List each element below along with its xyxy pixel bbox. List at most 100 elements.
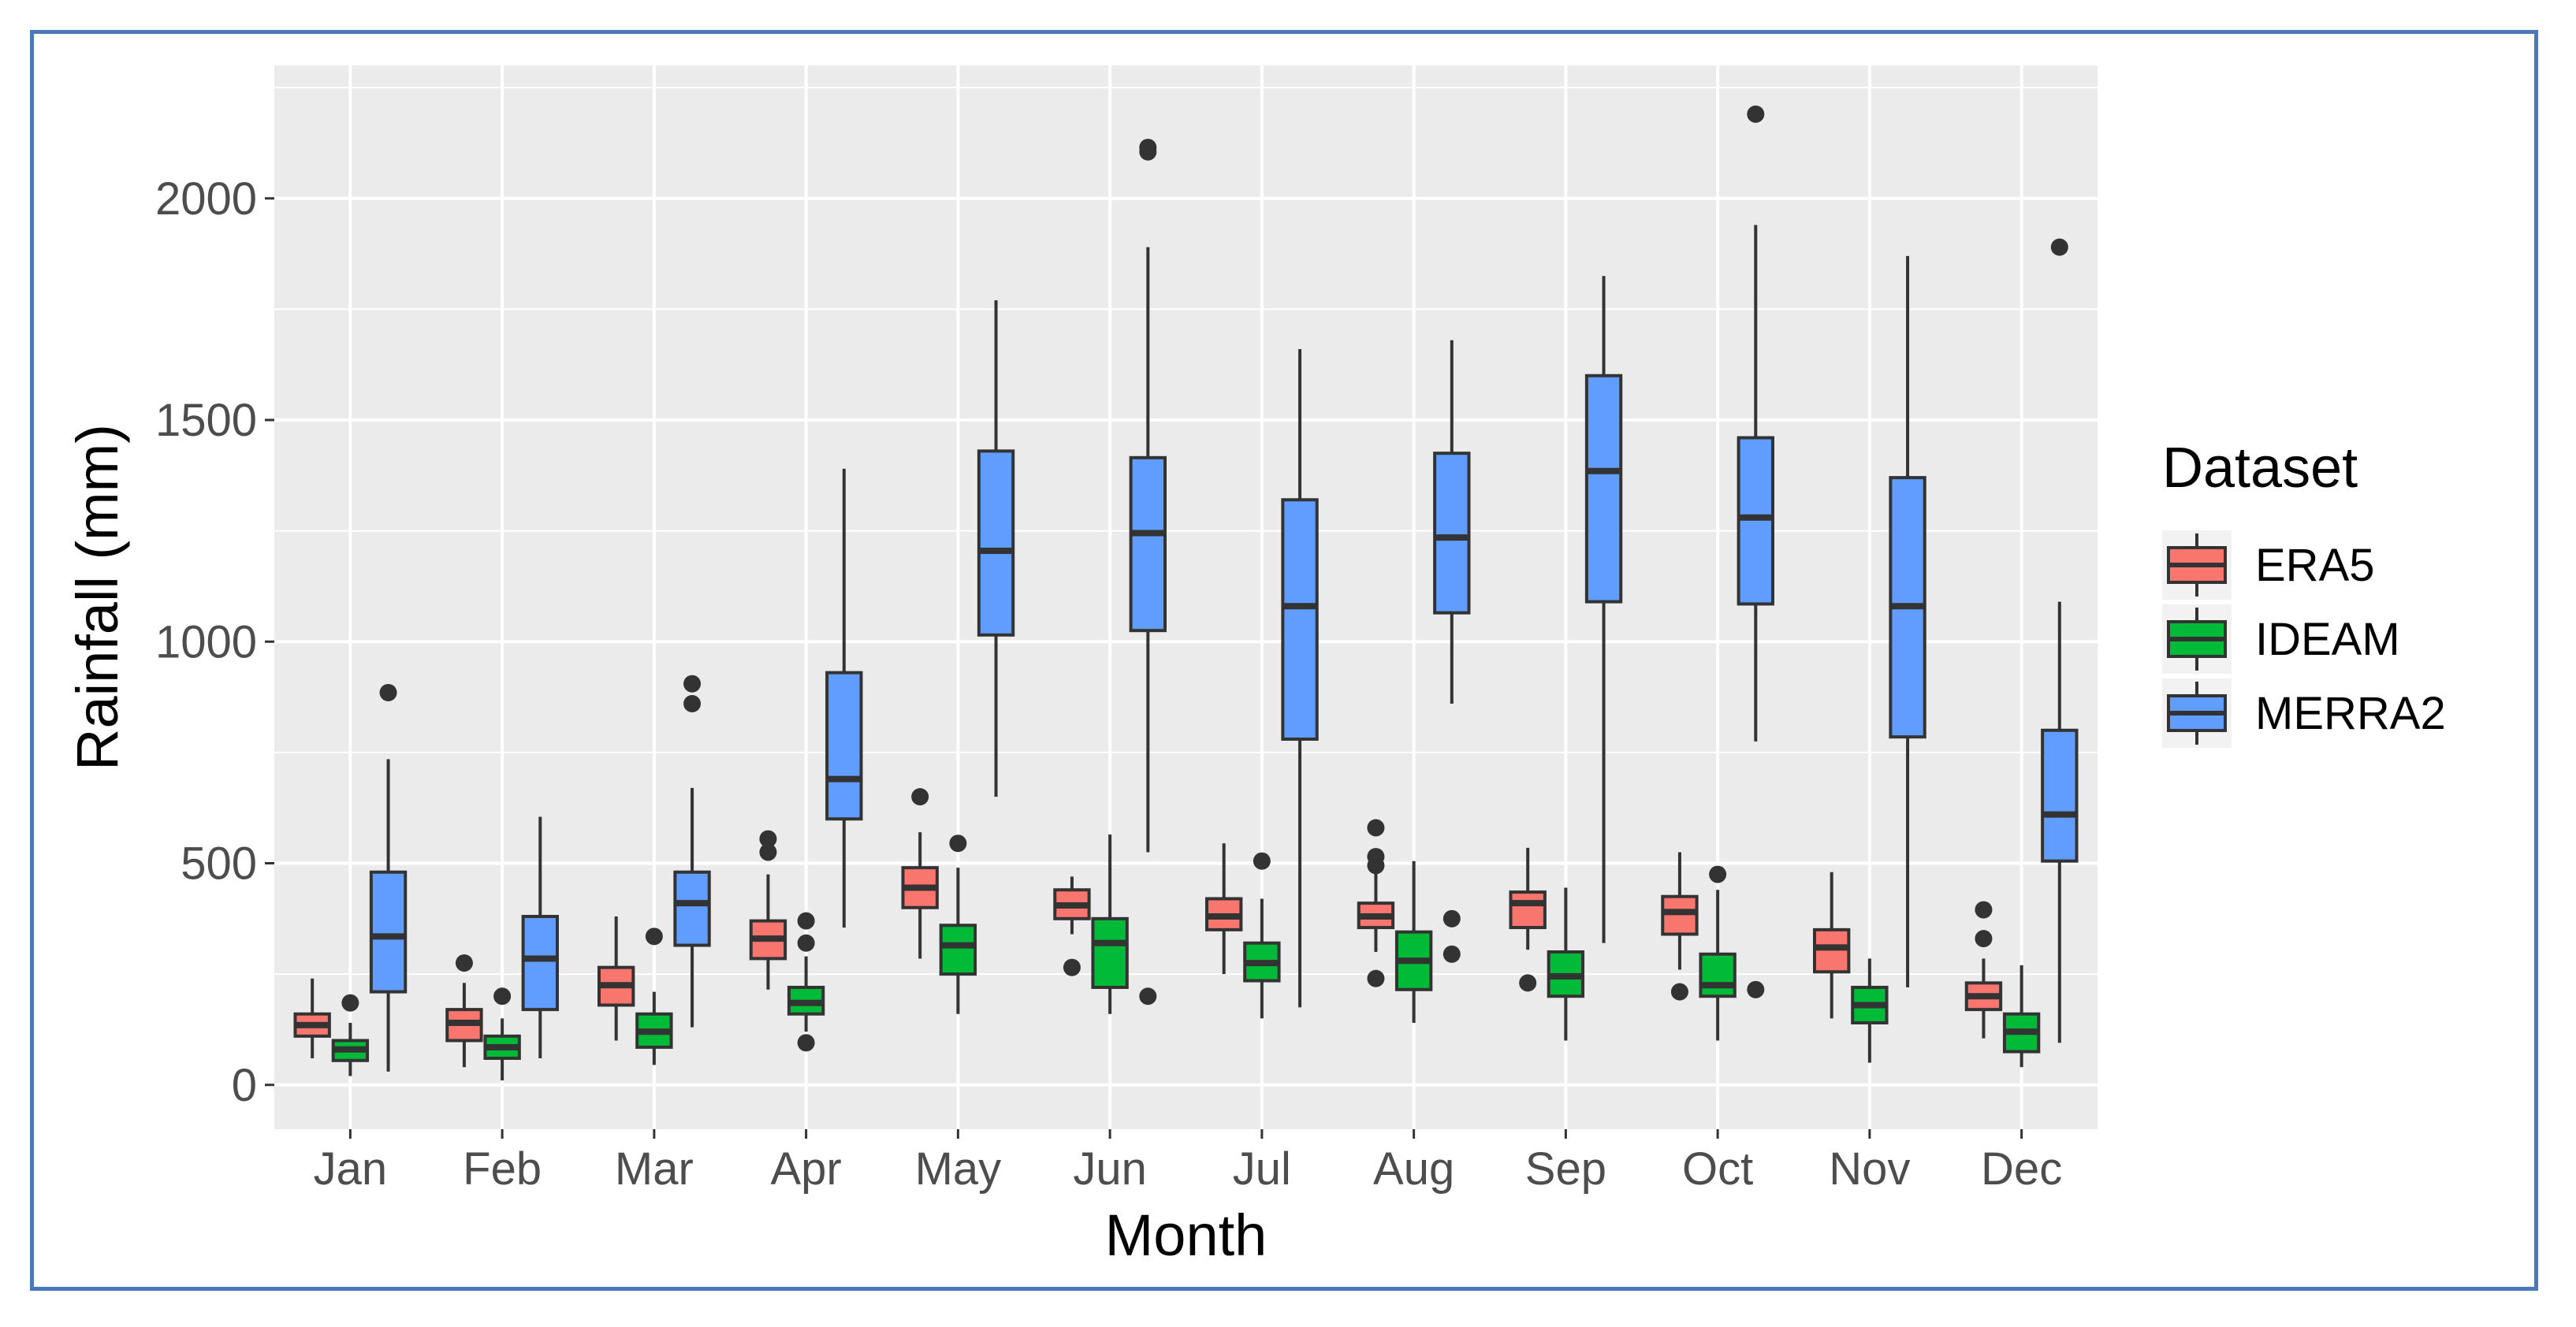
x-tick-label: Aug — [1373, 1143, 1454, 1195]
box-era5-apr — [749, 830, 787, 990]
legend-label: IDEAM — [2255, 614, 2400, 665]
outlier-point — [683, 675, 702, 693]
box-era5-jul — [1205, 843, 1243, 975]
outlier-point — [379, 683, 397, 701]
box-ideam-nov — [1851, 958, 1889, 1063]
outlier-point — [1975, 930, 1993, 948]
box-series — [293, 105, 2079, 1081]
box-body — [977, 449, 1015, 637]
outlier-point — [1442, 909, 1461, 927]
box-ideam-jun — [1091, 834, 1129, 1014]
outlier-point — [1139, 987, 1157, 1005]
box-ideam-jul — [1243, 852, 1281, 1019]
outlier-point — [797, 1034, 815, 1052]
y-axis-title: Rainfall (mm) — [65, 424, 130, 771]
legend-keys: ERA5 IDEAM MERRA2 — [2162, 530, 2446, 748]
x-tick-label: May — [915, 1143, 1002, 1195]
outlier-point — [1975, 901, 1993, 919]
x-tick-label: Dec — [1981, 1143, 2062, 1195]
outlier-point — [683, 695, 702, 712]
box-era5-sep — [1509, 847, 1547, 992]
box-body — [1433, 452, 1471, 615]
outlier-point — [759, 843, 777, 861]
minor-gridlines — [274, 87, 2098, 976]
outlier-point — [1442, 945, 1461, 963]
outlier-point — [1253, 852, 1271, 870]
box-body — [673, 870, 711, 947]
legend-key-ideam: IDEAM — [2162, 604, 2400, 674]
x-tick-label: Sep — [1525, 1143, 1606, 1195]
box-ideam-dec — [2002, 965, 2041, 1068]
box-body — [2041, 728, 2079, 863]
box-era5-dec — [1964, 901, 2003, 1039]
box-body — [1509, 890, 1547, 930]
outlier-point — [2050, 238, 2068, 256]
x-tick-label: Mar — [615, 1143, 694, 1195]
x-tick-label: Jan — [314, 1143, 388, 1195]
box-merra2-sep — [1584, 276, 1623, 943]
box-era5-mar — [597, 916, 635, 1041]
boxplot-chart: 0 500 1000 1500 2000 Jan Feb Mar Apr May Jun Jul Au… — [65, 65, 2446, 1268]
box-body — [939, 924, 977, 976]
box-body — [1661, 894, 1699, 936]
outlier-point — [1063, 958, 1081, 976]
box-body — [1699, 952, 1737, 998]
box-merra2-aug — [1433, 340, 1471, 963]
x-tick-label: Nov — [1829, 1143, 1910, 1195]
y-tick-label: 0 — [232, 1060, 257, 1111]
outlier-point — [1519, 974, 1537, 992]
box-merra2-oct — [1737, 105, 1774, 998]
outlier-point — [759, 830, 777, 848]
legend-title: Dataset — [2162, 437, 2358, 500]
box-era5-oct — [1661, 852, 1699, 1001]
x-tick-label: Oct — [1682, 1143, 1753, 1195]
legend-key-merra2: MERRA2 — [2162, 678, 2446, 748]
box-merra2-may — [977, 300, 1015, 797]
outlier-point — [949, 834, 967, 853]
x-axis-title: Month — [1105, 1202, 1268, 1268]
outlier-point — [1367, 848, 1385, 866]
box-era5-aug — [1357, 819, 1395, 987]
box-merra2-jun — [1129, 139, 1167, 1005]
box-merra2-apr — [825, 468, 863, 928]
x-axis: Jan Feb Mar Apr May Jun Jul Aug Sep Oct Nov Dec — [314, 1129, 2062, 1195]
box-body — [1813, 927, 1851, 974]
y-tick-label: 1000 — [155, 616, 257, 667]
box-body — [825, 671, 863, 821]
legend-label: MERRA2 — [2255, 688, 2446, 739]
outlier-point — [645, 927, 663, 946]
box-merra2-jan — [369, 683, 408, 1072]
outlier-point — [1139, 139, 1157, 157]
box-merra2-nov — [1889, 255, 1926, 987]
box-body — [1281, 498, 1319, 741]
plot-panel — [274, 65, 2098, 1129]
x-tick-label: Feb — [463, 1143, 542, 1195]
figure-frame: 0 500 1000 1500 2000 Jan Feb Mar Apr May Jun Jul Au… — [30, 30, 2538, 1291]
outlier-point — [797, 912, 815, 930]
outlier-point — [455, 954, 473, 972]
outlier-point — [797, 934, 815, 952]
box-ideam-mar — [635, 927, 673, 1065]
box-merra2-jul — [1281, 349, 1319, 1008]
box-body — [1129, 455, 1167, 633]
outlier-point — [911, 788, 929, 806]
box-ideam-oct — [1699, 865, 1737, 1041]
box-body — [1584, 374, 1623, 604]
box-merra2-dec — [2041, 238, 2079, 1043]
box-ideam-aug — [1394, 861, 1433, 1023]
box-body — [1737, 436, 1774, 606]
box-ideam-may — [939, 834, 977, 1014]
box-ideam-feb — [483, 987, 521, 1081]
box-merra2-feb — [521, 816, 559, 1058]
box-ideam-sep — [1547, 887, 1585, 1041]
legend: Dataset ERA5 IDEAM MERRA2 — [2162, 437, 2446, 748]
y-axis: 0 500 1000 1500 2000 — [155, 173, 274, 1111]
outlier-point — [341, 994, 359, 1012]
outlier-point — [1747, 980, 1765, 998]
box-ideam-apr — [787, 912, 825, 1052]
outlier-point — [1367, 969, 1385, 987]
box-era5-may — [901, 788, 939, 959]
outlier-point — [1709, 865, 1727, 883]
box-body — [1091, 916, 1129, 989]
box-era5-jun — [1053, 876, 1091, 976]
